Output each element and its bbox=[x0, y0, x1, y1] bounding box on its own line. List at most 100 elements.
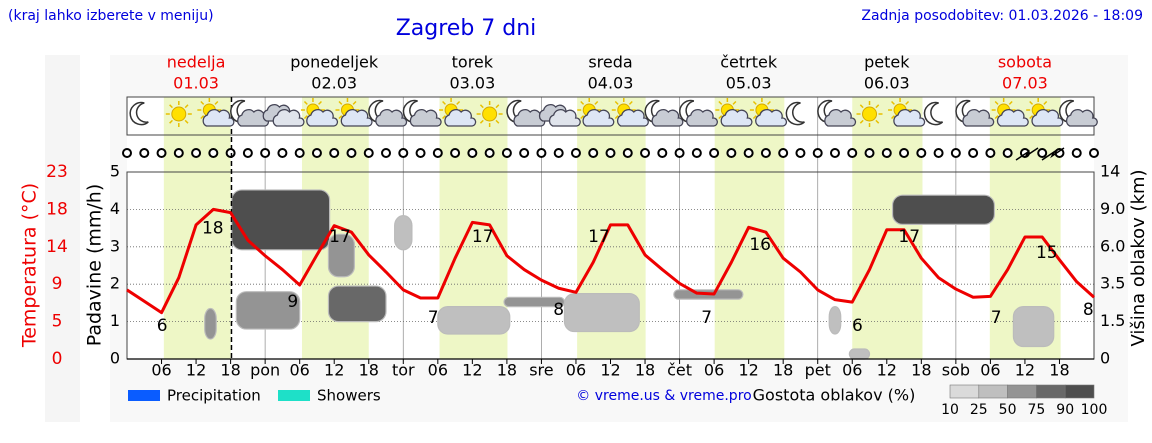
chart-title: Zagreb 7 dni bbox=[396, 16, 537, 41]
wind-marker bbox=[968, 148, 979, 158]
sun-ray bbox=[479, 119, 484, 124]
scale-label: 90 bbox=[1056, 402, 1074, 418]
sun-ray bbox=[1043, 100, 1048, 105]
day-name: četrtek bbox=[720, 53, 778, 72]
wind-marker bbox=[191, 148, 202, 158]
temp-label: 9 bbox=[287, 292, 298, 312]
daylight-band bbox=[852, 97, 923, 359]
sun-ray bbox=[732, 100, 737, 105]
moon bbox=[785, 101, 805, 126]
temp-label: 17 bbox=[472, 227, 494, 247]
scale-label: 10 bbox=[941, 402, 959, 418]
x-tick-label: sob bbox=[942, 361, 970, 380]
lightning bbox=[1015, 147, 1039, 161]
temp-tick-label: 5 bbox=[52, 312, 63, 332]
weather-icon bbox=[991, 98, 1029, 127]
cloud bbox=[996, 109, 1029, 127]
wind-marker bbox=[1002, 148, 1013, 158]
weather-icon bbox=[749, 98, 788, 127]
day-date: 02.03 bbox=[311, 74, 357, 93]
wind-marker bbox=[674, 148, 685, 158]
wind-marker bbox=[484, 148, 495, 158]
subtitle: (kraj lahko izberete v meniju) bbox=[8, 8, 214, 24]
temp-label: 17 bbox=[898, 227, 920, 247]
wind-marker bbox=[657, 148, 668, 158]
x-tick-label: 06 bbox=[151, 361, 171, 380]
day-date: 01.03 bbox=[173, 74, 219, 93]
sun-ray bbox=[859, 119, 864, 124]
day-date: 07.03 bbox=[1002, 74, 1048, 93]
weather-icon bbox=[856, 101, 883, 127]
sun-ray bbox=[994, 100, 999, 105]
y-tick-label: 0 bbox=[110, 349, 120, 368]
wind-marker bbox=[605, 148, 616, 158]
x-tick-label: pon bbox=[250, 361, 280, 380]
scale-box bbox=[1064, 384, 1095, 399]
wind-marker bbox=[450, 148, 461, 158]
cloud-layer bbox=[563, 292, 640, 333]
temp-label: 8 bbox=[1083, 300, 1094, 320]
wind-marker bbox=[847, 148, 858, 158]
cloud-layer bbox=[235, 291, 301, 330]
wind-marker bbox=[381, 148, 392, 158]
sun-ray bbox=[184, 119, 189, 124]
sun-ray bbox=[169, 119, 173, 124]
x-tick-label: 12 bbox=[462, 361, 482, 380]
x-tick-label: 06 bbox=[842, 361, 862, 380]
wind-marker bbox=[950, 148, 961, 158]
x-tick-label: 12 bbox=[1015, 361, 1035, 380]
cloud bbox=[582, 109, 615, 127]
sun-ray bbox=[303, 115, 308, 120]
day-date: 04.03 bbox=[588, 74, 634, 93]
sun-ray bbox=[214, 100, 219, 105]
cloud bbox=[755, 109, 788, 127]
y2-tick-label: 6.0 bbox=[1100, 236, 1125, 255]
weather-icon bbox=[262, 104, 305, 127]
x-tick-label: 06 bbox=[980, 361, 1000, 380]
wind-marker bbox=[899, 148, 910, 158]
scale-label: 100 bbox=[1081, 402, 1108, 418]
weather-icon bbox=[785, 101, 805, 126]
cloud bbox=[444, 109, 477, 127]
x-tick-label: 06 bbox=[704, 361, 724, 380]
day-name: sobota bbox=[998, 53, 1052, 72]
day-date: 05.03 bbox=[726, 74, 772, 93]
weather-icon bbox=[230, 99, 270, 127]
wind-marker bbox=[881, 148, 892, 158]
temp-axis-title: Temperatura (°C) bbox=[19, 183, 41, 348]
cloud-layer bbox=[891, 194, 996, 225]
weather-icon bbox=[165, 101, 192, 127]
temp-label: 15 bbox=[1036, 243, 1058, 263]
y-tick-label: 2 bbox=[110, 274, 120, 293]
wind-marker bbox=[726, 148, 737, 158]
y2-tick-label: 0 bbox=[1100, 349, 1110, 368]
temp-label: 7 bbox=[701, 308, 712, 328]
y2-tick-label: 3.5 bbox=[1100, 274, 1125, 293]
x-tick-label: 18 bbox=[1049, 361, 1069, 380]
x-tick-label: 06 bbox=[566, 361, 586, 380]
weather-icon bbox=[923, 101, 944, 126]
credit: © vreme.us & vreme.pro bbox=[576, 388, 751, 404]
weather-icon bbox=[439, 98, 477, 127]
weather-icon bbox=[368, 99, 408, 127]
cloud bbox=[962, 109, 995, 127]
wind-marker bbox=[208, 148, 219, 158]
temp-label: 6 bbox=[852, 316, 863, 336]
x-tick-label: 12 bbox=[324, 361, 344, 380]
temp-label: 18 bbox=[202, 219, 224, 239]
y2-tick-label: 14 bbox=[1100, 162, 1120, 181]
cloud bbox=[202, 109, 235, 127]
weather-icon bbox=[335, 98, 373, 127]
wind-marker bbox=[501, 148, 512, 158]
moon bbox=[129, 101, 149, 126]
cloud-scale-title: Gostota oblakov (%) bbox=[753, 386, 916, 405]
wind-marker bbox=[519, 148, 530, 158]
wind-marker bbox=[795, 148, 806, 158]
day-date: 03.03 bbox=[449, 74, 495, 93]
sun-ray bbox=[1029, 100, 1034, 105]
weather-icon bbox=[577, 98, 615, 127]
sun-ray bbox=[338, 100, 343, 105]
temp-label: 16 bbox=[749, 235, 771, 255]
wind-marker bbox=[916, 148, 927, 158]
sun-ray bbox=[718, 115, 723, 120]
